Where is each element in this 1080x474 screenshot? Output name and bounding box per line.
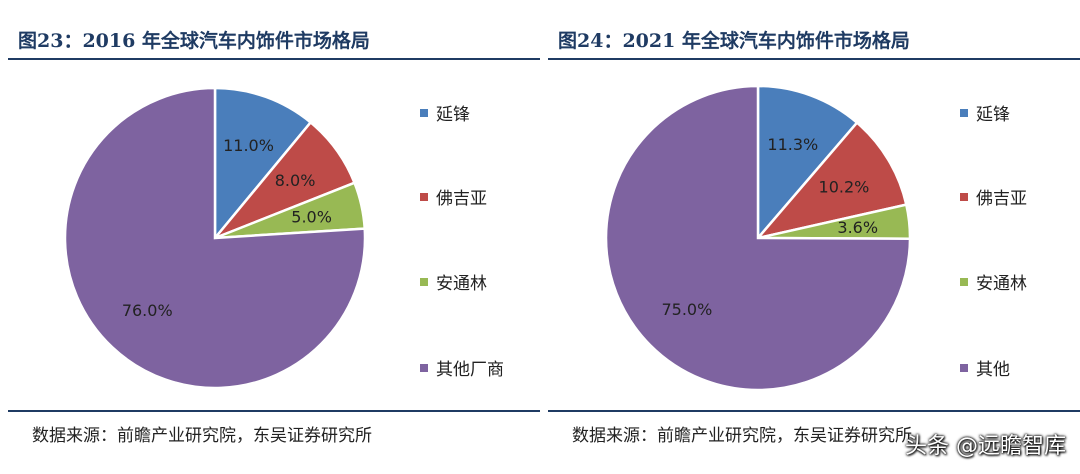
legend-swatch [420,277,428,286]
legend-label: 安通林 [976,274,1027,294]
legend-swatch [960,277,968,286]
data-label-others: 76.0% [122,301,173,320]
legend-item-yanfeng: 延锋 [420,100,470,125]
legend-item-faurecia: 佛吉亚 [960,184,1027,209]
legend-item-others: 其他厂商 [420,355,504,380]
legend-item-faurecia: 佛吉亚 [420,184,487,209]
legend-label: 其他 [976,360,1010,380]
legend-item-yanfeng: 延锋 [960,100,1010,125]
legend-item-others: 其他 [960,355,1010,380]
legend-swatch [960,363,968,372]
legend-swatch [420,108,428,117]
chart-panel-2016: 图23：2016 年全球汽车内饰件市场格局 11.0% 8.0% 5.0% 76.0%… [8,0,540,474]
legend-swatch [420,192,428,201]
legend-item-antolin: 安通林 [420,269,487,294]
legend-label: 延锋 [976,105,1010,125]
pie-slice-yanfeng [756,84,859,242]
source-note: 数据来源：前瞻产业研究院，东吴证券研究所 [32,426,372,446]
legend-swatch [960,192,968,201]
data-label-antolin: 5.0% [291,207,332,226]
pie-chart-2021: 11.3% 10.2% 3.6% 75.0% [604,84,912,392]
legend-swatch [420,363,428,372]
legend-label: 佛吉亚 [436,189,487,209]
chart-title: 图23：2016 年全球汽车内饰件市场格局 [18,30,370,52]
legend-swatch [960,108,968,117]
data-label-others: 75.0% [661,300,712,319]
title-divider [8,58,540,60]
data-label-antolin: 3.6% [837,218,878,237]
chart-panel-2021: 图24：2021 年全球汽车内饰件市场格局 11.3% 10.2% 3.6% 75.0… [548,0,1080,474]
pie-slice-others [604,84,912,392]
chart-title: 图24：2021 年全球汽车内饰件市场格局 [558,30,910,52]
legend-label: 安通林 [436,274,487,294]
data-label-yanfeng: 11.0% [223,136,274,155]
legend-label: 佛吉亚 [976,189,1027,209]
pie-slice-faurecia [754,120,908,241]
legend-item-antolin: 安通林 [960,269,1027,294]
watermark: 头条 @远瞻智库 [905,434,1066,459]
source-note: 数据来源：前瞻产业研究院，东吴证券研究所 [572,426,912,446]
source-divider [8,410,540,412]
data-label-yanfeng: 11.3% [767,135,818,154]
data-label-faurecia: 8.0% [275,171,316,190]
legend-label: 延锋 [436,105,470,125]
pie-slice-others [63,86,367,390]
data-label-faurecia: 10.2% [819,177,870,196]
legend-label: 其他厂商 [436,360,504,380]
pie-slice-yanfeng [213,86,313,242]
title-divider [548,58,1080,60]
source-divider [548,410,1080,412]
pie-chart-2016: 11.0%8.0% 5.0% 76.0% [63,86,367,390]
